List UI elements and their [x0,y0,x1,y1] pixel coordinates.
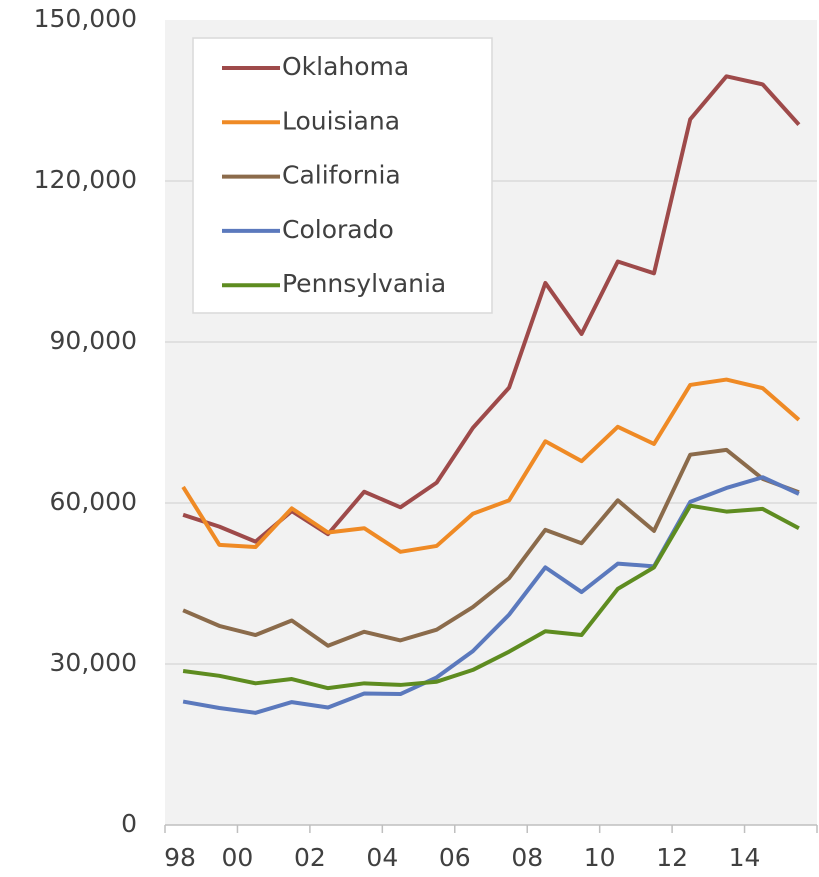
x-tick-label: 98 [164,843,196,872]
x-tick-label: 04 [366,843,398,872]
y-tick-label: 30,000 [50,648,137,677]
legend-label: California [282,161,401,190]
legend-label: Colorado [282,215,394,244]
y-tick-label: 120,000 [34,165,137,194]
y-tick-label: 150,000 [34,4,137,33]
legend-label: Oklahoma [282,52,409,81]
series-line [181,377,801,554]
series-line [182,503,800,691]
x-tick-label: 02 [294,843,326,872]
x-tick-label: 10 [584,843,616,872]
x-tick-label: 00 [222,843,254,872]
y-tick-label: 90,000 [50,326,137,355]
x-tick-label: 06 [439,843,471,872]
series-line [182,475,800,715]
legend-label: Pennsylvania [282,269,446,298]
x-tick-label: 14 [729,843,761,872]
series-line [182,447,800,648]
y-tick-label: 60,000 [50,487,137,516]
legend-label: Louisiana [282,106,400,135]
x-tick-label: 12 [656,843,688,872]
x-tick-label: 08 [511,843,543,872]
y-tick-label: 0 [121,809,137,838]
